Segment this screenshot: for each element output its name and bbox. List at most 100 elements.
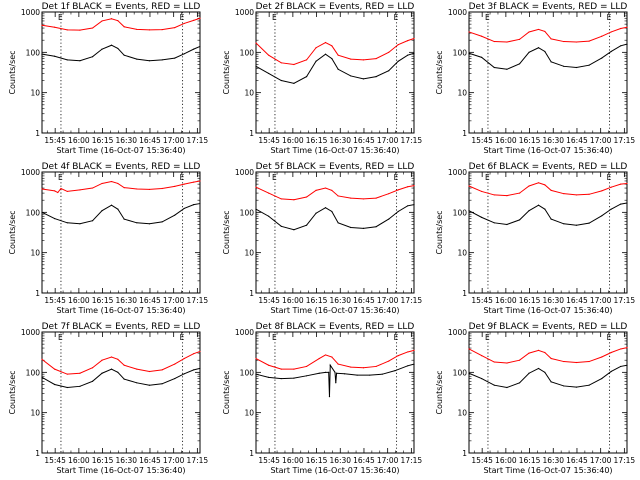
panel-title: Det 3f BLACK = Events, RED = LLD xyxy=(469,2,628,12)
y-tick-label: 100 xyxy=(26,208,41,217)
plot-frame xyxy=(41,171,201,294)
events-data-point xyxy=(563,65,565,67)
events-data-point xyxy=(407,365,409,367)
lld-data-point xyxy=(601,356,603,358)
lld-data-point xyxy=(305,196,308,198)
lld-data-point xyxy=(161,187,163,190)
x-tick-label: 16:45 xyxy=(139,456,161,465)
events-data-point xyxy=(407,54,409,56)
lld-data-point xyxy=(136,188,138,190)
lld-data-point xyxy=(41,358,43,360)
x-tick-label: 15:45 xyxy=(44,456,66,465)
detector-panel-1: Det 1f BLACK = Events, RED = LLD 1 10 100 10… xyxy=(8,2,208,155)
events-data-point xyxy=(79,385,81,387)
x-tick-label: 16:30 xyxy=(329,456,351,465)
plot-frame xyxy=(468,331,628,454)
events-data-point xyxy=(136,382,138,384)
lld-data-point xyxy=(148,29,151,31)
y-tick-label: 10 xyxy=(457,409,467,418)
lld-data-point xyxy=(66,29,68,31)
events-data-point xyxy=(161,221,163,223)
lld-data-point xyxy=(506,195,508,197)
lld-data-point xyxy=(493,361,495,363)
x-tick-label: 15:45 xyxy=(471,456,493,465)
lld-data-point xyxy=(481,190,483,193)
x-tick-label: 16:00 xyxy=(68,296,90,305)
lld-data-point xyxy=(174,363,176,365)
lld-data-point xyxy=(101,182,103,185)
detector-panel-2: Det 2f BLACK = Events, RED = LLD 1 10 100 10… xyxy=(222,2,422,155)
events-data-point xyxy=(174,377,176,380)
x-tick-label: 16:45 xyxy=(353,456,375,465)
lld-data-point xyxy=(563,40,565,43)
lld-data-point xyxy=(193,181,195,183)
y-tick-label: 1 xyxy=(462,449,467,458)
y-axis-label: Counts/sec xyxy=(8,210,17,254)
x-tick-label: 17:15 xyxy=(614,136,636,145)
y-tick-label: 1 xyxy=(35,129,40,138)
events-data-point xyxy=(199,202,201,205)
lld-data-point xyxy=(506,362,508,364)
events-series-line xyxy=(468,43,628,70)
y-tick-label: 10 xyxy=(30,249,40,258)
x-tick-label: 16:00 xyxy=(495,456,517,465)
events-data-point xyxy=(610,50,612,53)
y-axis-label: Counts/sec xyxy=(435,370,444,414)
events-data-point xyxy=(493,384,495,386)
lld-data-point xyxy=(183,22,185,25)
events-data-point xyxy=(318,372,320,374)
lld-data-point xyxy=(575,41,578,43)
y-tick-label: 1000 xyxy=(448,328,467,337)
panel-title: Det 1f BLACK = Events, RED = LLD xyxy=(42,2,201,12)
panel-title: Det 6f BLACK = Events, RED = LLD xyxy=(469,162,628,172)
lld-data-point xyxy=(537,28,540,31)
x-tick-label: 15:45 xyxy=(258,136,280,145)
x-tick-label: 17:00 xyxy=(590,456,612,465)
events-data-point xyxy=(293,377,295,379)
events-data-point xyxy=(481,216,483,218)
lld-data-point xyxy=(117,20,119,22)
events-data-point xyxy=(148,223,151,225)
panel-title: Det 2f BLACK = Events, RED = LLD xyxy=(256,2,415,12)
panel-title: Det 8f BLACK = Events, RED = LLD xyxy=(256,322,415,332)
x-tick-label: 16:30 xyxy=(115,296,137,305)
lld-series-line xyxy=(41,17,201,31)
lld-data-point xyxy=(528,185,530,187)
events-data-point xyxy=(136,58,138,60)
event-marker-label: E xyxy=(58,333,63,342)
lld-data-point xyxy=(506,41,508,43)
x-tick-label: 15:45 xyxy=(471,136,493,145)
lld-data-point xyxy=(136,28,138,31)
detector-panel-7: Det 7f BLACK = Events, RED = LLD 1 10 100 10… xyxy=(8,322,208,475)
lld-data-point xyxy=(293,63,295,66)
events-series-line xyxy=(255,52,415,84)
x-tick-label: 16:15 xyxy=(519,456,541,465)
events-data-point xyxy=(337,222,339,224)
x-tick-label: 17:00 xyxy=(377,136,399,145)
lld-data-point xyxy=(66,373,68,375)
events-data-point xyxy=(268,215,270,217)
x-tick-label: 17:00 xyxy=(163,456,185,465)
events-data-point xyxy=(506,68,508,70)
lld-data-point xyxy=(397,355,399,357)
events-data-point xyxy=(375,76,377,78)
events-data-point xyxy=(388,70,390,72)
events-data-point xyxy=(588,222,590,224)
lld-data-point xyxy=(626,182,628,185)
x-tick-label: 17:00 xyxy=(163,136,185,145)
events-data-point xyxy=(518,219,521,221)
events-data-point xyxy=(575,224,578,226)
lld-data-point xyxy=(318,357,320,360)
event-marker-label: E xyxy=(394,13,399,22)
events-data-point xyxy=(123,378,125,380)
x-tick-label: 16:15 xyxy=(92,456,114,465)
x-tick-label: 16:45 xyxy=(353,136,375,145)
lld-data-point xyxy=(362,198,365,200)
x-axis-label: Start Time (16-Oct-07 15:36:40) xyxy=(270,306,399,315)
lld-data-point xyxy=(161,29,163,31)
y-axis-label: Counts/sec xyxy=(435,50,444,94)
x-tick-label: 17:15 xyxy=(187,296,209,305)
lld-data-point xyxy=(117,182,119,185)
events-data-point xyxy=(528,51,530,53)
lld-data-point xyxy=(91,367,94,369)
